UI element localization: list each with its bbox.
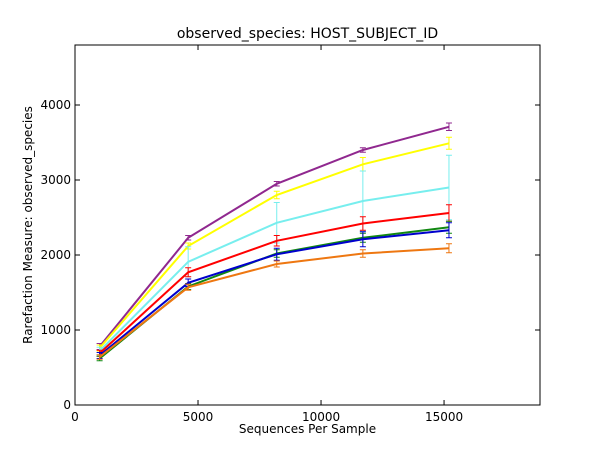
error-bar <box>359 216 366 231</box>
error-bar <box>445 222 452 239</box>
error-bar <box>273 190 280 200</box>
x-axis-title: Sequences Per Sample <box>239 422 376 436</box>
error-bar <box>445 136 452 150</box>
error-bar <box>273 235 280 247</box>
error-bar <box>273 181 280 187</box>
series-line <box>98 226 450 360</box>
series-line <box>98 229 450 357</box>
error-bar <box>359 249 366 258</box>
error-bar <box>273 260 280 268</box>
y-tick-label: 1000 <box>40 323 71 337</box>
x-tick-label: 15000 <box>425 410 463 424</box>
error-bar <box>96 354 103 360</box>
error-bar <box>445 243 452 254</box>
error-bar <box>359 231 366 248</box>
series-2 <box>96 136 452 352</box>
x-tick-label: 0 <box>71 410 79 424</box>
ticks-layer: 0 5000 10000 15000 0 1000 2000 3000 4000 <box>40 45 540 424</box>
error-bar <box>185 235 192 241</box>
error-bar <box>185 267 192 278</box>
series-line <box>98 186 450 352</box>
series-layer <box>96 122 452 362</box>
y-tick-label: 2000 <box>40 248 71 262</box>
error-bar <box>359 147 366 153</box>
y-tick-label: 3000 <box>40 173 71 187</box>
error-bar <box>185 283 192 291</box>
y-tick-label: 4000 <box>40 98 71 112</box>
y-axis-title: Rarefaction Measure: observed_species <box>21 106 35 344</box>
error-bar <box>273 247 280 261</box>
x-tick-label: 5000 <box>183 410 214 424</box>
error-bar <box>445 122 452 131</box>
series-1 <box>96 122 452 350</box>
plot-frame <box>74 44 541 406</box>
series-4 <box>96 204 452 357</box>
series-line <box>98 247 450 358</box>
series-7 <box>96 243 452 360</box>
x-tick-label: 10000 <box>302 410 340 424</box>
chart-title: observed_species: HOST_SUBJECT_ID <box>177 26 438 42</box>
y-tick-label: 0 <box>63 398 71 412</box>
